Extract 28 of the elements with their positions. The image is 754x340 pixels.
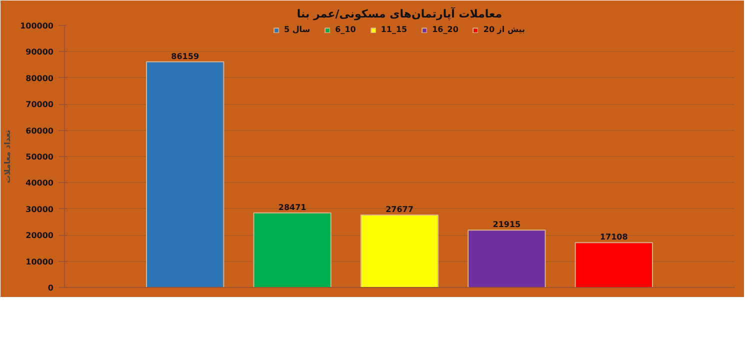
data-label: 86159 <box>171 52 200 61</box>
y-tick-label: 30000 <box>26 204 54 214</box>
y-tick-label: 80000 <box>26 74 54 83</box>
y-tick-label: 10000 <box>26 257 54 266</box>
legend-label: 5 سال <box>284 25 310 34</box>
legend-label: 16_20 <box>432 25 458 34</box>
y-tick-label: 90000 <box>26 48 54 57</box>
chart-title: معاملات آپارتمان‌های مسکونی/عمر بنا <box>296 6 502 20</box>
legend-label: 6_10 <box>335 25 356 34</box>
bar <box>146 61 224 288</box>
y-tick-label: 0 <box>48 284 54 292</box>
y-tick-label: 60000 <box>26 126 54 136</box>
data-label: 21915 <box>492 220 522 230</box>
y-tick-label: 50000 <box>26 152 54 162</box>
legend-label: 11_15 <box>380 25 408 34</box>
bar <box>468 230 546 288</box>
y-axis-title: تعداد معاملات <box>3 130 12 184</box>
y-tick-label: 40000 <box>26 178 54 188</box>
y-tick-label: 100000 <box>20 22 54 30</box>
legend-label: بیش از 20 <box>483 25 526 34</box>
data-label: 17108 <box>600 232 628 242</box>
y-tick-label: 70000 <box>26 100 54 110</box>
bar <box>574 242 653 288</box>
y-tick-label: 20000 <box>26 231 54 240</box>
data-label: 28471 <box>278 202 307 212</box>
data-label: 27677 <box>386 204 414 214</box>
bar <box>360 214 439 288</box>
bar <box>253 212 332 288</box>
